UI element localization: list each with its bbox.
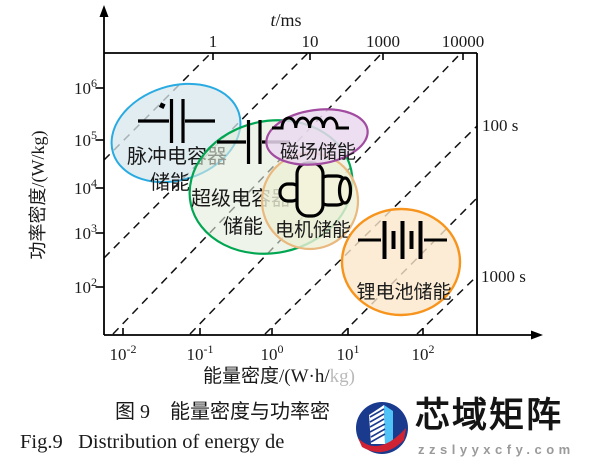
building-icon [369,405,393,444]
y-tick-label: 106 [74,76,97,98]
lithium-battery-ellipse [340,207,462,317]
y-tick-label: 104 [74,176,97,198]
red-swoosh [358,428,406,453]
caption-english: Fig.9 Distribution of energy de [20,431,285,453]
y-tick-label: 103 [74,221,97,243]
iso-time-line [264,125,478,335]
region-label: 磁场储能 [280,141,356,163]
y-axis-arrow [99,5,109,17]
x-tick-label: 10-1 [187,342,214,364]
y-axis-title: 功率密度/(W/kg) [28,131,49,260]
x-axis-arrow [531,330,543,340]
y-tick-label: 102 [74,275,97,297]
watermark: 芯域矩阵 zzslyyxcfy.com [352,391,600,474]
top-tick-label: 10 [302,32,319,51]
iso-time-line [112,51,384,335]
region-label: 储能 [150,171,190,194]
watermark-brand-text: 芯域矩阵 [415,396,564,435]
axes [103,15,534,336]
region-label: 储能 [223,215,263,238]
x-tick-label: 101 [337,342,360,364]
tick-marks [95,53,464,335]
x-tick-label: 102 [412,342,435,364]
iso-time-label-1000s: 1000 s [481,267,526,286]
y-tick-label: 105 [74,128,97,150]
x-axis-title: 能量密度/(W·h/kg) [203,365,355,387]
top-tick-label: 1 [209,32,218,51]
iso-time-line [189,51,463,335]
x-tick-label: 10-2 [110,342,137,364]
magnetic-field-ellipse [265,108,369,166]
x-tick-label: 100 [261,342,284,364]
top-axis-title: t/ms [270,10,301,30]
region-label: 电机储能 [275,219,351,241]
iso-time-label-100s: 100 s [482,116,518,135]
capacitor-icon [138,99,215,143]
region-magnetic-field: 磁场储能 [265,108,369,166]
region-motor: 电机储能 [260,151,360,251]
inductor-icon [272,116,349,130]
top-tick-label: 1000 [366,32,400,51]
watermark-logo-icon [356,402,408,454]
battery-icon [358,221,447,259]
region-label: 锂电池储能 [356,281,451,303]
region-lithium-battery: 锂电池储能 [340,207,462,317]
ragone-chart: 脉冲电容器 储能 超级电容器 储能 电机储能 [28,5,543,387]
motor-icon [278,161,353,218]
small-marker-dot [158,102,166,109]
watermark-domain-text: zzslyyxcfy.com [418,442,575,457]
iso-time-line [341,197,478,335]
top-tick-label: 10000 [442,32,485,51]
caption-chinese: 图 9 能量密度与功率密 [115,401,330,423]
